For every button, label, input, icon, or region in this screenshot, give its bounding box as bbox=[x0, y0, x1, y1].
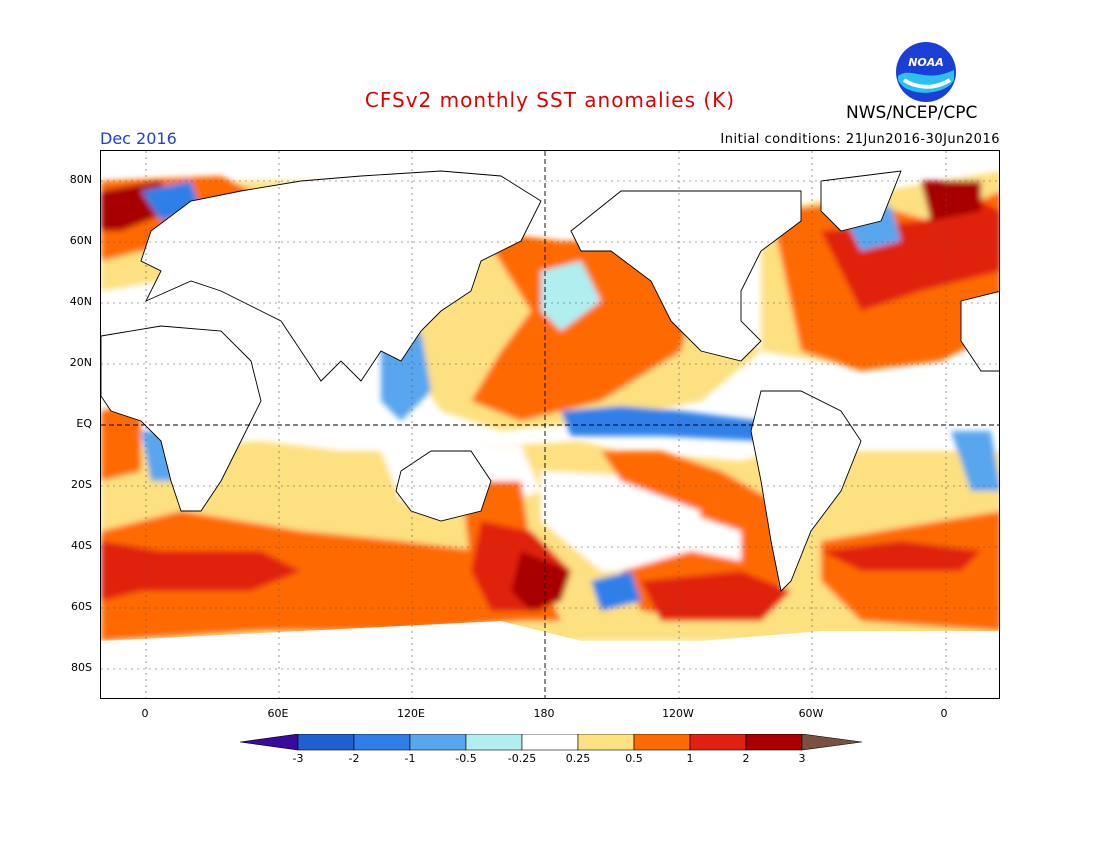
lat-label: 20S bbox=[71, 478, 92, 491]
colorbar-min-arrow bbox=[240, 734, 299, 751]
lat-label: 40N bbox=[69, 295, 92, 308]
colorbar-tick-label: 0.5 bbox=[625, 752, 643, 765]
colorbar-segment bbox=[745, 734, 803, 751]
colorbar-tick-label: 0.25 bbox=[565, 752, 591, 765]
forecast-period: Dec 2016 bbox=[100, 129, 177, 148]
colorbar-tick-label: -3 bbox=[292, 752, 304, 765]
lat-label: 80N bbox=[69, 173, 92, 186]
colorbar-segment bbox=[409, 734, 467, 751]
colorbar-segment bbox=[633, 734, 691, 751]
colorbar-segment bbox=[353, 734, 411, 751]
colorbar-segment bbox=[297, 734, 355, 751]
colorbar bbox=[240, 734, 862, 751]
agency-label: NWS/NCEP/CPC bbox=[846, 103, 978, 123]
lat-label: 60N bbox=[69, 234, 92, 247]
initial-conditions: Initial conditions: 21Jun2016-30Jun2016 bbox=[720, 132, 1000, 147]
colorbar-max-arrow bbox=[801, 734, 862, 751]
colorbar-tick-label: -0.25 bbox=[507, 752, 537, 765]
map-title: CFSv2 monthly SST anomalies (K) bbox=[364, 88, 736, 112]
lon-label: 120E bbox=[397, 707, 425, 720]
colorbar-tick-label: 3 bbox=[798, 752, 806, 765]
lat-label: 40S bbox=[71, 539, 92, 552]
colorbar-tick-label: -1 bbox=[404, 752, 416, 765]
sst-anomaly-map bbox=[100, 150, 1000, 699]
lon-label: 120W bbox=[662, 707, 694, 720]
colorbar-segment bbox=[577, 734, 635, 751]
noaa-logo: NOAA bbox=[896, 42, 956, 102]
lon-label: 0 bbox=[141, 707, 149, 720]
lat-label: 80S bbox=[71, 661, 92, 674]
continents bbox=[101, 170, 999, 592]
colorbar-tick-label: -2 bbox=[348, 752, 360, 765]
colorbar-segment bbox=[521, 734, 579, 751]
colorbar-tick-label: -0.5 bbox=[455, 752, 477, 765]
colorbar-segment bbox=[465, 734, 523, 751]
lat-label: EQ bbox=[76, 417, 92, 430]
colorbar-tick-label: 1 bbox=[686, 752, 694, 765]
lon-label: 0 bbox=[940, 707, 948, 720]
lon-label: 60W bbox=[798, 707, 824, 720]
anomaly-field bbox=[101, 171, 999, 641]
logo-text: NOAA bbox=[908, 56, 944, 69]
lat-label: 60S bbox=[71, 600, 92, 613]
map-canvas bbox=[101, 151, 999, 698]
lat-label: 20N bbox=[69, 356, 92, 369]
colorbar-segment bbox=[689, 734, 747, 751]
lon-label: 60E bbox=[267, 707, 289, 720]
gridlines bbox=[101, 151, 999, 698]
colorbar-tick-label: 2 bbox=[742, 752, 750, 765]
lon-label: 180 bbox=[533, 707, 555, 720]
